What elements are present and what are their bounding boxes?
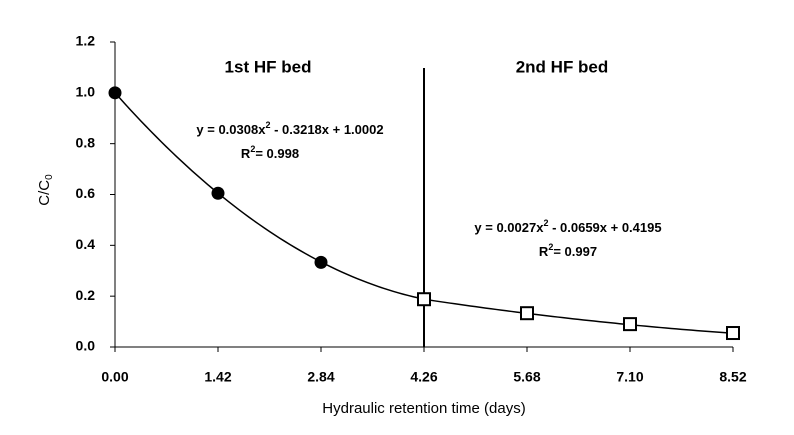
r2-part: R bbox=[241, 146, 251, 161]
fit-curve bbox=[423, 298, 734, 335]
x-tick-label: 0.00 bbox=[101, 369, 128, 385]
data-point bbox=[726, 326, 740, 341]
section-label: 2nd HF bed bbox=[516, 57, 609, 76]
fit-curve bbox=[114, 92, 425, 300]
section-label: 1st HF bed bbox=[225, 57, 312, 76]
r2-part: = 0.997 bbox=[553, 244, 597, 259]
equation-sup: 2 bbox=[543, 218, 548, 228]
y-axis-title-sub: 0 bbox=[44, 174, 55, 180]
equation-sup: 2 bbox=[265, 120, 270, 130]
equation-part: y = 0.0027x bbox=[474, 220, 544, 235]
fit-r2: R2= 0.997 bbox=[539, 242, 597, 259]
y-tick-label: 1.0 bbox=[76, 84, 96, 100]
r2-part: R bbox=[539, 244, 549, 259]
data-point bbox=[211, 186, 225, 200]
x-tick-label: 5.68 bbox=[513, 369, 540, 385]
r2-part: = 0.998 bbox=[255, 146, 299, 161]
fit-r2: R2= 0.998 bbox=[241, 144, 299, 161]
y-tick-label: 0.6 bbox=[76, 185, 96, 201]
x-tick-label: 4.26 bbox=[410, 369, 437, 385]
y-tick-label: 0.0 bbox=[76, 338, 96, 354]
data-point bbox=[108, 86, 122, 100]
equation-part: y = 0.0308x bbox=[196, 122, 266, 137]
x-tick-label: 1.42 bbox=[204, 369, 231, 385]
y-tick-label: 0.8 bbox=[76, 134, 96, 150]
x-tick-label: 8.52 bbox=[719, 369, 746, 385]
y-axis-title: C/C0 bbox=[36, 174, 55, 206]
r2-sup: 2 bbox=[250, 144, 255, 154]
y-tick-label: 0.2 bbox=[76, 287, 96, 303]
data-point bbox=[623, 317, 637, 332]
y-axis-title-main: C/C bbox=[36, 180, 53, 206]
x-axis-title: Hydraulic retention time (days) bbox=[322, 400, 525, 417]
fit-equation: y = 0.0308x2 - 0.3218x + 1.0002 bbox=[196, 120, 383, 137]
data-point bbox=[314, 255, 328, 269]
data-point bbox=[417, 292, 431, 307]
r2-sup: 2 bbox=[548, 242, 553, 252]
x-tick-label: 2.84 bbox=[307, 369, 334, 385]
equation-part: - 0.0659x + 0.4195 bbox=[548, 220, 661, 235]
y-tick-label: 0.4 bbox=[76, 236, 96, 252]
equation-part: - 0.3218x + 1.0002 bbox=[270, 122, 383, 137]
y-tick-label: 1.2 bbox=[76, 33, 96, 49]
fit-equation: y = 0.0027x2 - 0.0659x + 0.4195 bbox=[474, 218, 661, 235]
x-tick-label: 7.10 bbox=[616, 369, 643, 385]
data-point bbox=[520, 306, 534, 321]
